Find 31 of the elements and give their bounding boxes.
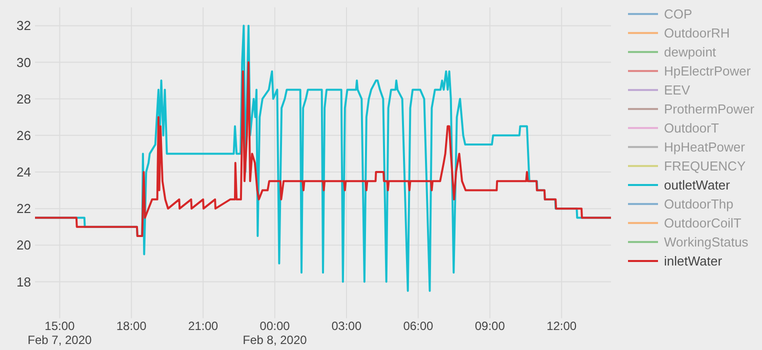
legend-label: HpElectrPower: [664, 64, 752, 79]
line-series: [34, 61, 612, 238]
legend-label: dewpoint: [664, 44, 716, 60]
y-tick-label: 28: [16, 91, 31, 106]
y-tick-label: 24: [16, 164, 31, 180]
y-tick-label: 18: [16, 274, 31, 290]
x-tick-label: 18:00: [116, 319, 147, 333]
legend-label: WorkingStatus: [664, 234, 749, 250]
y-tick-label: 26: [16, 128, 31, 143]
legend-label: OutdoorCoilT: [664, 216, 742, 231]
legend-label: EEV: [664, 82, 690, 98]
x-tick-label: 15:00 Feb 7, 2020: [28, 319, 92, 347]
legend-label: inletWater: [664, 254, 723, 269]
x-tick-label: 09:00: [474, 319, 506, 333]
y-tick-label: 32: [16, 18, 31, 34]
legend-label: HpHeatPower: [664, 140, 746, 155]
y-tick-label: 20: [16, 238, 31, 253]
legend-label: OutdoorThp: [664, 196, 734, 212]
x-tick-label: 06:00: [403, 319, 434, 333]
legend-label: ProthermPower: [664, 102, 755, 117]
legend-label: OutdoorT: [664, 120, 719, 136]
y-tick-label: 22: [16, 201, 31, 216]
x-tick-label: 03:00: [331, 319, 362, 333]
y-tick-label: 30: [16, 54, 31, 70]
legend-label: FREQUENCY: [664, 158, 746, 174]
x-tick-label: 21:00: [188, 319, 218, 333]
legend-label: COP: [664, 6, 692, 22]
legend-label: outletWater: [664, 178, 731, 193]
x-tick-label: 12:00: [546, 319, 577, 333]
x-tick-label: 00:00 Feb 8, 2020: [242, 319, 308, 347]
legend-label: OutdoorRH: [664, 26, 730, 41]
